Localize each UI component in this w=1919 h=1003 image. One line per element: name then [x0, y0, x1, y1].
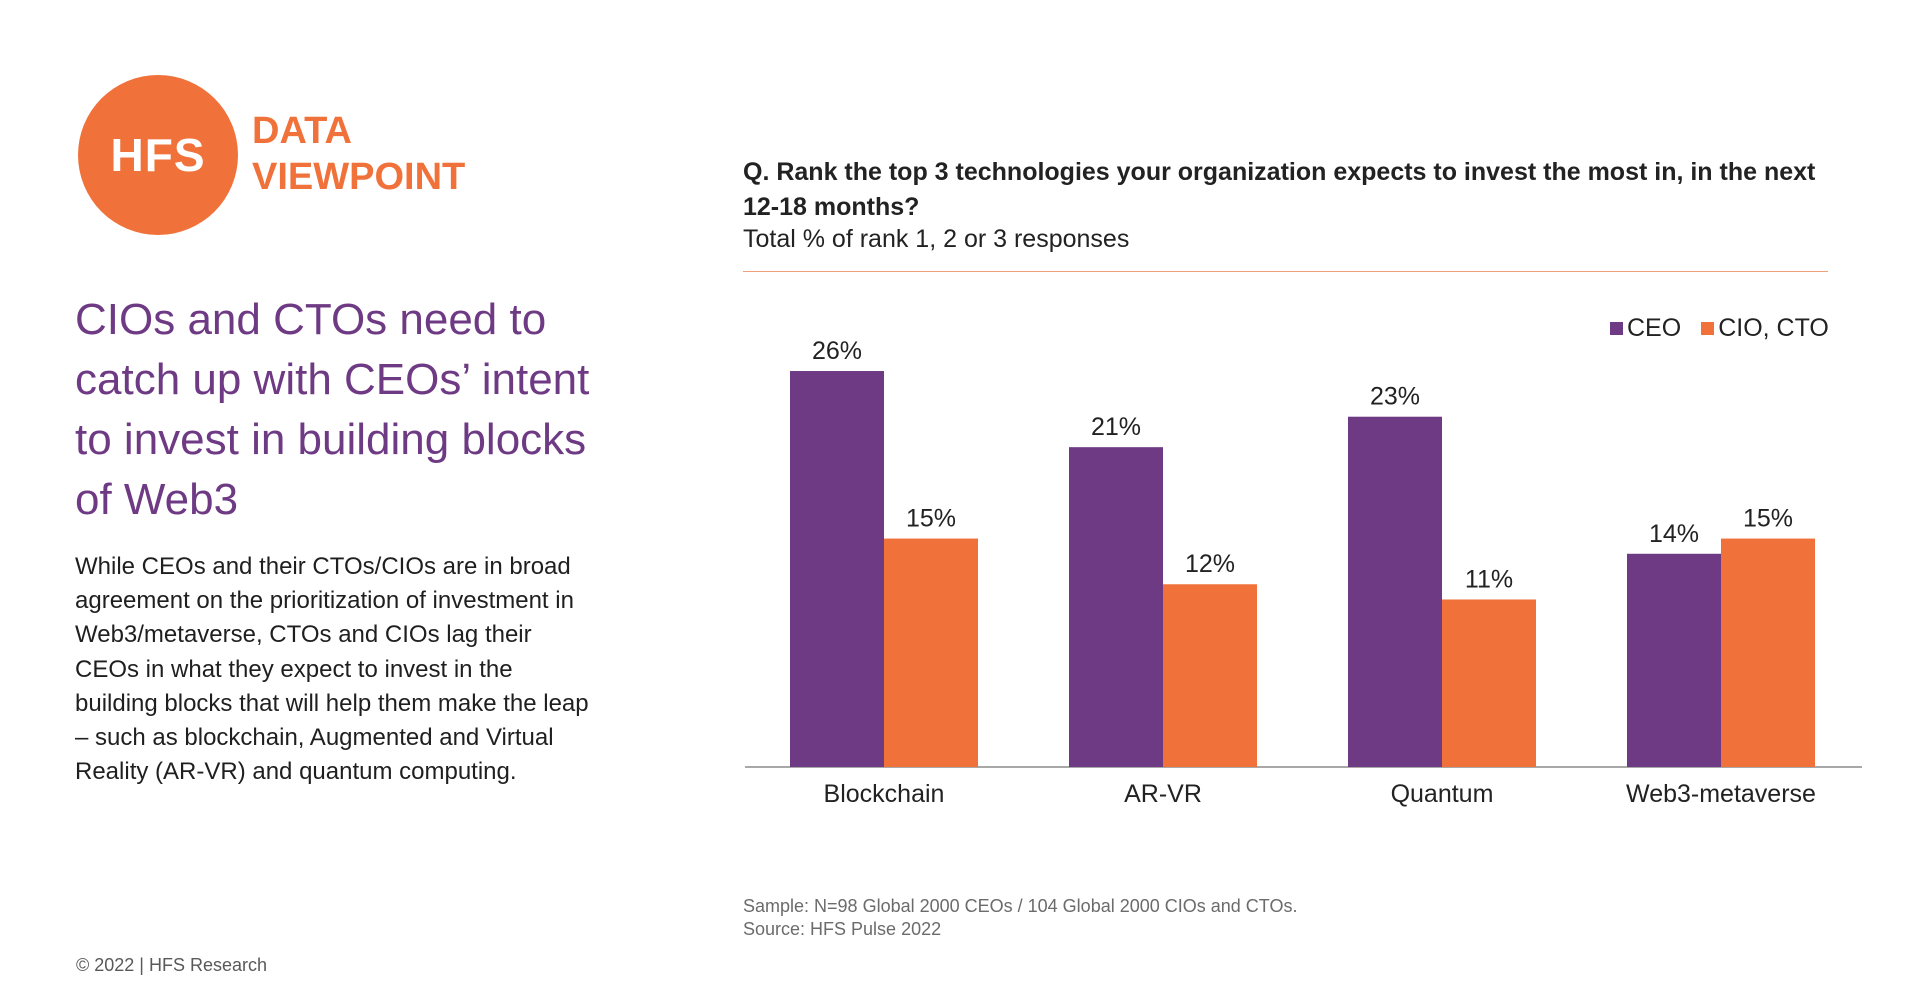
data-label-cio-cto-ar-vr: 12%	[1185, 550, 1235, 578]
hfs-logo: HFS	[78, 75, 238, 235]
bar-ceo-quantum	[1348, 416, 1442, 767]
chart-legend: CEO CIO, CTO	[1610, 314, 1829, 343]
data-label-ceo-ar-vr: 21%	[1091, 413, 1141, 441]
bar-cio-cto-web3-metaverse	[1721, 538, 1815, 767]
legend-swatch-cio-cto	[1701, 322, 1715, 335]
bar-cio-cto-blockchain	[884, 538, 978, 767]
brand-line-2: VIEWPOINT	[252, 156, 466, 198]
data-label-cio-cto-quantum: 11%	[1465, 565, 1513, 593]
x-tick-label-blockchain: Blockchain	[824, 780, 945, 808]
brand-line-1: DATA	[252, 110, 352, 152]
bar-cio-cto-quantum	[1442, 599, 1536, 767]
x-tick-label-ar-vr: AR-VR	[1124, 780, 1202, 808]
legend-label-ceo: CEO	[1627, 314, 1682, 342]
legend-label-cio-cto: CIO, CTO	[1718, 314, 1829, 342]
sample-note: Sample: N=98 Global 2000 CEOs / 104 Glob…	[743, 896, 1298, 916]
data-label-ceo-web3-metaverse: 14%	[1649, 520, 1699, 548]
chart-question: Q. Rank the top 3 technologies your orga…	[743, 158, 1816, 221]
chart-subtitle: Total % of rank 1, 2 or 3 responses	[743, 225, 1130, 253]
data-label-cio-cto-blockchain: 15%	[906, 505, 956, 533]
legend-item-cio-cto: CIO, CTO	[1701, 314, 1829, 343]
legend-item-ceo: CEO	[1610, 314, 1681, 343]
headline: CIOs and CTOs need to catch up with CEOs…	[75, 295, 590, 524]
bar-ceo-blockchain	[790, 371, 884, 767]
bar-ceo-web3-metaverse	[1627, 553, 1721, 767]
bar-cio-cto-ar-vr	[1163, 584, 1257, 767]
copyright: © 2022 | HFS Research	[76, 955, 268, 975]
body-text: While CEOs and their CTOs/CIOs are in br…	[75, 553, 589, 786]
x-tick-label-quantum: Quantum	[1391, 780, 1494, 808]
source-note: Source: HFS Pulse 2022	[743, 919, 942, 939]
data-label-cio-cto-web3-metaverse: 15%	[1743, 505, 1793, 533]
chart-source: Sample: N=98 Global 2000 CEOs / 104 Glob…	[743, 895, 1297, 941]
divider	[743, 271, 1828, 272]
bar-ceo-ar-vr	[1069, 447, 1163, 767]
legend-swatch-ceo	[1610, 322, 1623, 335]
brand-title: DATA VIEWPOINT	[252, 108, 465, 200]
data-label-ceo-blockchain: 26%	[812, 337, 862, 365]
data-label-ceo-quantum: 23%	[1370, 383, 1420, 411]
x-tick-label-web3-metaverse: Web3-metaverse	[1626, 780, 1816, 808]
hfs-logo-text: HFS	[110, 129, 206, 181]
